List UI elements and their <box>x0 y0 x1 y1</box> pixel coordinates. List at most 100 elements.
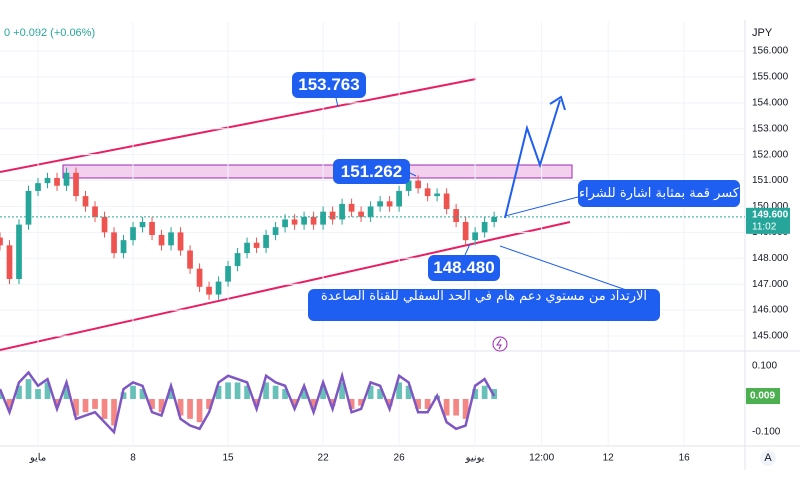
candle-body <box>481 222 488 233</box>
x-tick-label: يونيو <box>465 453 485 464</box>
connector <box>499 245 633 293</box>
y-tick-label: 154.000 <box>752 97 789 108</box>
osc-bar <box>339 382 345 399</box>
candle-body <box>263 234 269 248</box>
y-tick-label: 150.000 <box>752 201 789 212</box>
osc-bar <box>149 398 155 409</box>
osc-bar <box>462 398 469 419</box>
note-bounce: الارتداد من مستوي دعم هام في الحد السفلي… <box>308 289 660 321</box>
osc-bar <box>453 398 459 416</box>
osc-bar <box>196 398 203 423</box>
price-callout: 153.763 <box>292 72 366 98</box>
candle-body <box>358 211 364 217</box>
header: 0 +0.092 (+0.06%) <box>4 27 95 39</box>
y-tick-label: 152.000 <box>752 149 789 160</box>
x-tick-label: مايو <box>29 453 46 464</box>
y-tick-label: 146.000 <box>752 305 789 316</box>
connector <box>504 196 579 217</box>
currency: JPY <box>752 27 773 39</box>
osc-bar <box>130 385 136 399</box>
candle-body <box>234 253 241 267</box>
osc-bar <box>120 392 127 399</box>
x-tick-label: 12:00 <box>529 453 554 464</box>
candle-body <box>54 177 60 186</box>
y-tick-label: 147.000 <box>752 279 789 290</box>
candle-body <box>396 190 402 207</box>
x-tick-label: 22 <box>318 453 330 464</box>
candle-body <box>291 219 298 225</box>
osc-bar <box>443 398 450 416</box>
auto-scale-letter: A <box>764 452 772 464</box>
candle-body <box>301 216 307 225</box>
osc-bar <box>310 398 317 409</box>
osc-bar <box>358 398 364 406</box>
channel-upper <box>0 78 477 173</box>
candle-body <box>253 242 260 248</box>
osc-bar <box>187 398 193 419</box>
osc-bar <box>253 398 260 406</box>
candle-body <box>196 268 203 287</box>
y-tick-label: 145.000 <box>752 331 789 342</box>
osc-bar <box>272 385 279 399</box>
last-time-label: 11:02 <box>752 221 777 232</box>
candle-body <box>377 201 383 207</box>
candle-body <box>149 222 155 235</box>
candle-body <box>415 180 421 189</box>
osc-bar <box>158 398 165 413</box>
candle-body <box>187 250 193 269</box>
x-tick-label: 15 <box>222 453 234 464</box>
candle-body <box>424 188 431 197</box>
arrow-head <box>549 95 566 111</box>
candle-body <box>92 206 98 217</box>
osc-bar <box>263 382 269 399</box>
osc-tick-label: 0.100 <box>752 361 777 372</box>
osc-bar <box>481 385 488 399</box>
candle-body <box>405 180 412 191</box>
candle-body <box>215 281 222 295</box>
auto-scale-button[interactable] <box>760 450 776 466</box>
osc-bar <box>386 398 393 406</box>
y-tick-label: 148.000 <box>752 253 789 264</box>
osc-bar <box>35 389 41 399</box>
candle-body <box>244 242 250 254</box>
candle-body <box>25 190 32 225</box>
osc-bar <box>301 389 307 399</box>
candle-body <box>168 232 174 246</box>
candle-body <box>310 216 317 225</box>
osc-line <box>0 370 496 435</box>
osc-bar <box>225 382 231 399</box>
candle-body <box>158 234 165 246</box>
osc-bar <box>92 398 98 409</box>
candle-body <box>434 193 440 197</box>
osc-bar <box>396 382 402 399</box>
candle-body <box>63 172 70 186</box>
osc-bar <box>63 385 70 399</box>
candle-body <box>206 286 212 295</box>
candle-body <box>139 222 146 228</box>
osc-bar <box>348 398 355 409</box>
event-icon[interactable] <box>492 336 508 352</box>
osc-bar <box>424 398 431 409</box>
osc-bar <box>44 382 51 399</box>
candle-body <box>462 222 469 241</box>
candle-body <box>225 266 231 282</box>
osc-last-label: 0.009 <box>750 391 775 402</box>
osc-bar <box>244 385 250 399</box>
price-callout: 151.262 <box>333 159 410 184</box>
candle-body <box>16 224 22 280</box>
osc-bar <box>291 398 298 406</box>
osc-bar <box>405 385 412 399</box>
osc-bar <box>234 382 241 399</box>
candle-body <box>386 201 393 207</box>
osc-bar <box>367 385 374 399</box>
osc-bar <box>168 389 174 399</box>
candle-body <box>35 183 41 191</box>
candle-body <box>0 237 3 246</box>
osc-bar <box>54 398 60 406</box>
candle-body <box>348 203 355 212</box>
osc-bar <box>215 385 222 399</box>
event-icon-bolt <box>496 338 502 350</box>
osc-bar <box>329 398 336 406</box>
